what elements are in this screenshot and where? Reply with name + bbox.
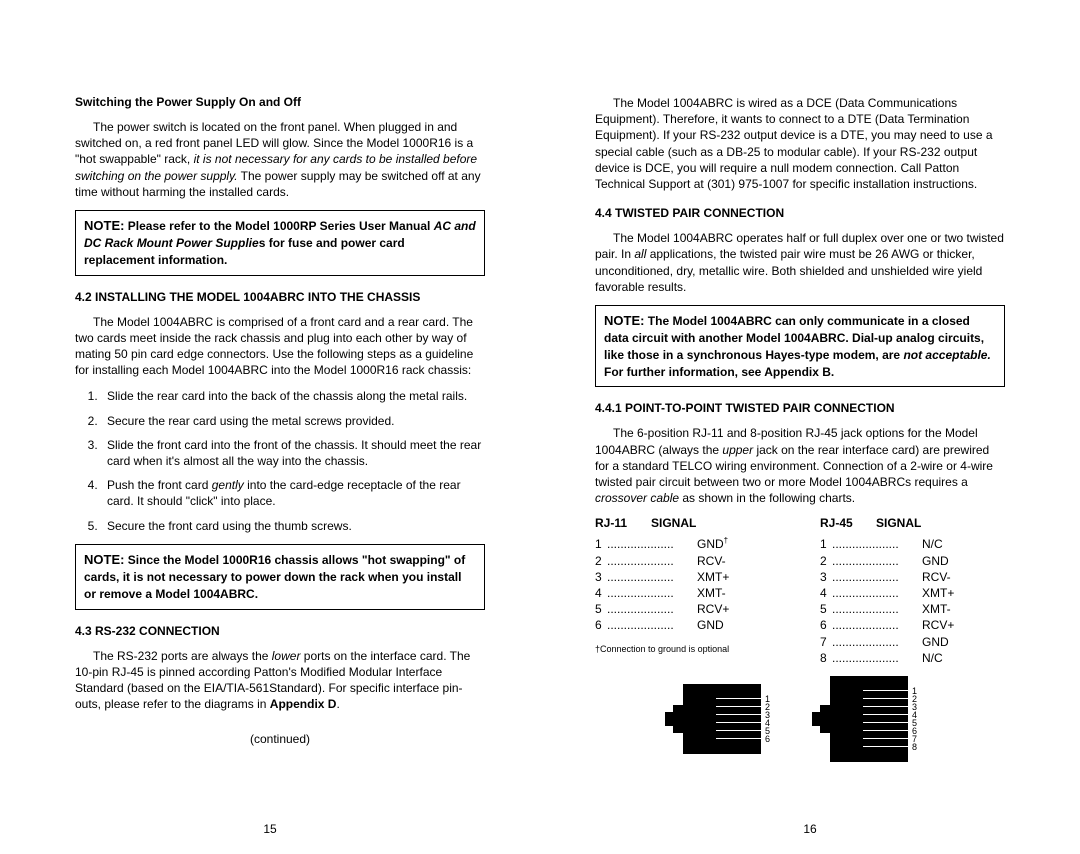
pin-row: 4 ....................XMT+ — [820, 585, 1005, 601]
rj11-table: RJ-11 SIGNAL 1 ....................GND†2… — [595, 516, 780, 666]
pin-row: 3 ....................RCV- — [820, 569, 1005, 585]
para-power-switch: The power switch is located on the front… — [75, 119, 485, 200]
text: as shown in the following charts. — [679, 491, 855, 505]
pin-row: 1 ....................GND† — [595, 536, 780, 552]
note-text-bold: Since the Model 1000R16 chassis allows "… — [84, 553, 465, 601]
rj11-jack-diagram: 123456 — [683, 676, 770, 762]
note-box-2: NOTE: Since the Model 1000R16 chassis al… — [75, 544, 485, 610]
footnote: †Connection to ground is optional — [595, 644, 780, 654]
continued-marker: (continued) — [75, 732, 485, 746]
text-bold: Appendix D — [270, 697, 337, 711]
page-spread: Switching the Power Supply On and Off Th… — [0, 0, 1080, 854]
pin-row: 2 ....................GND — [820, 553, 1005, 569]
text-italic: lower — [272, 649, 301, 663]
heading-power-switch: Switching the Power Supply On and Off — [75, 95, 485, 109]
pin-row: 5 ....................RCV+ — [595, 601, 780, 617]
pin-row: 3 ....................XMT+ — [595, 569, 780, 585]
pin-row: 2 ....................RCV- — [595, 553, 780, 569]
list-item: Secure the front card using the thumb sc… — [101, 518, 485, 534]
rj11-pin-numbers: 123456 — [765, 695, 770, 743]
text: . — [336, 697, 339, 711]
right-page: The Model 1004ABRC is wired as a DCE (Da… — [540, 0, 1080, 854]
left-page: Switching the Power Supply On and Off Th… — [0, 0, 540, 854]
rj45-table: RJ-45 SIGNAL 1 ....................N/C2 … — [820, 516, 1005, 666]
rj45-pin-numbers: 12345678 — [912, 687, 917, 751]
note-text-bold: For further information, see Appendix B. — [604, 365, 834, 379]
para-install: The Model 1004ABRC is comprised of a fro… — [75, 314, 485, 379]
rj11-header: RJ-11 SIGNAL — [595, 516, 780, 530]
signal-label: SIGNAL — [876, 516, 921, 530]
list-item: Slide the rear card into the back of the… — [101, 388, 485, 404]
para-rs232: The RS-232 ports are always the lower po… — [75, 648, 485, 713]
pin-row: 7 ....................GND — [820, 634, 1005, 650]
pin-row: 8 ....................N/C — [820, 650, 1005, 666]
pin-row: 1 ....................N/C — [820, 536, 1005, 552]
note-label: NOTE: — [604, 313, 644, 328]
text: The RS-232 ports are always the — [93, 649, 272, 663]
para-dce: The Model 1004ABRC is wired as a DCE (Da… — [595, 95, 1005, 192]
list-item: Push the front card gently into the card… — [101, 477, 485, 509]
note-label: NOTE: — [84, 552, 124, 567]
signal-label: SIGNAL — [651, 516, 696, 530]
pin-row: 5 ....................XMT- — [820, 601, 1005, 617]
install-steps-list: Slide the rear card into the back of the… — [75, 388, 485, 533]
note-box-3: NOTE: The Model 1004ABRC can only commun… — [595, 305, 1005, 388]
rj45-jack-diagram: 12345678 — [830, 676, 917, 762]
heading-twisted-pair: 4.4 TWISTED PAIR CONNECTION — [595, 206, 1005, 220]
rj45-label: RJ-45 — [820, 516, 876, 530]
list-item: Secure the rear card using the metal scr… — [101, 413, 485, 429]
pin-row: 4 ....................XMT- — [595, 585, 780, 601]
note-box-1: NOTE: Please refer to the Model 1000RP S… — [75, 210, 485, 276]
text: applications, the twisted pair wire must… — [595, 247, 982, 293]
rj45-header: RJ-45 SIGNAL — [820, 516, 1005, 530]
page-number-right: 16 — [540, 822, 1080, 836]
jack-diagrams: 123456 12345678 — [595, 676, 1005, 762]
heading-install-chassis: 4.2 INSTALLING THE MODEL 1004ABRC INTO T… — [75, 290, 485, 304]
text-italic: crossover cable — [595, 491, 679, 505]
note-text-bold-italic: not acceptable. — [903, 348, 990, 362]
pin-tables: RJ-11 SIGNAL 1 ....................GND†2… — [595, 516, 1005, 666]
rj45-jack-icon — [830, 676, 908, 762]
text-italic: upper — [722, 443, 753, 457]
pin-row: 6 ....................GND — [595, 617, 780, 633]
heading-rs232: 4.3 RS-232 CONNECTION — [75, 624, 485, 638]
rj11-label: RJ-11 — [595, 516, 651, 530]
rj11-jack-icon — [683, 684, 761, 754]
list-item: Slide the front card into the front of t… — [101, 437, 485, 469]
para-ptp: The 6-position RJ-11 and 8-position RJ-4… — [595, 425, 1005, 506]
pin-row: 6 ....................RCV+ — [820, 617, 1005, 633]
para-twisted-pair: The Model 1004ABRC operates half or full… — [595, 230, 1005, 295]
heading-ptp: 4.4.1 POINT-TO-POINT TWISTED PAIR CONNEC… — [595, 401, 1005, 415]
text-italic: all — [634, 247, 646, 261]
note-text-bold: Please refer to the Model 1000RP Series … — [124, 219, 433, 233]
note-label: NOTE: — [84, 218, 124, 233]
page-number-left: 15 — [0, 822, 540, 836]
